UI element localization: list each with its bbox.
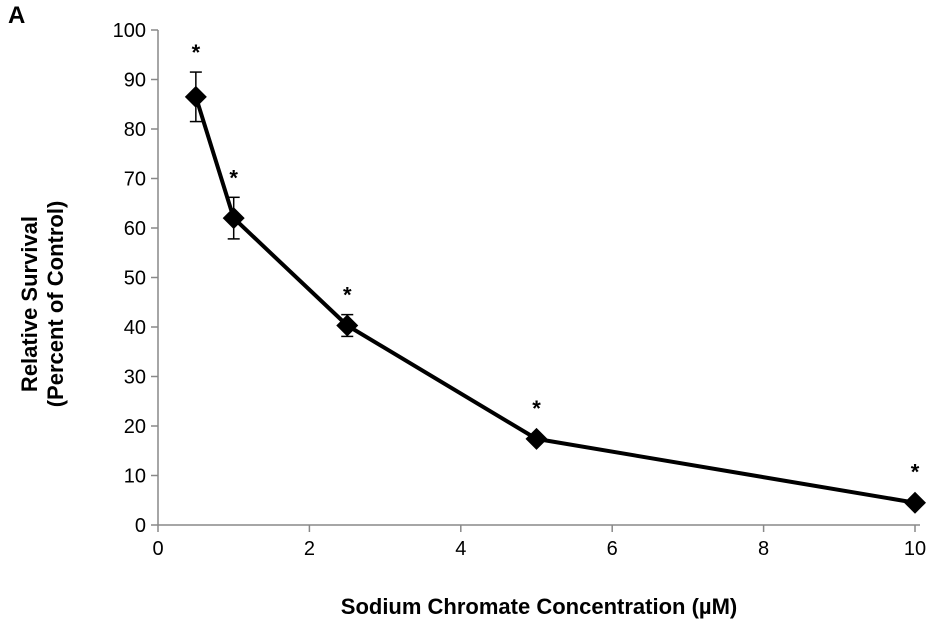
panel-label: A [8,2,26,29]
data-point-diamond [336,314,359,337]
y-axis-label-line-2: (Percent of Control) [43,200,68,408]
y-axis-label-line-1: Relative Survival [17,215,42,393]
y-tick-label: 30 [124,367,146,389]
y-axis-label: Relative Survival (Percent of Control) [17,201,69,408]
significance-star: * [192,40,201,65]
x-tick-label: 6 [607,538,618,560]
x-tick-label: 4 [455,538,466,560]
x-axis-ticks: 0 2 4 6 8 10 [152,525,926,560]
data-point-diamond [184,85,207,108]
y-tick-label: 60 [124,218,146,240]
significance-star: * [532,396,541,421]
y-tick-label: 0 [135,515,146,537]
y-tick-label: 20 [124,416,146,438]
data-point-diamond [525,427,548,450]
x-tick-label: 10 [904,538,926,560]
data-point-diamond [904,491,926,514]
y-axis-label-container: Relative Survival (Percent of Control) [8,84,78,524]
y-tick-label: 40 [124,317,146,339]
significance-annotations: * * * * * [192,40,920,485]
y-axis-ticks: 0 10 20 30 40 50 60 70 80 90 100 [113,20,158,537]
y-tick-label: 90 [124,70,146,92]
data-point-diamond [222,207,245,230]
x-tick-label: 8 [758,538,769,560]
data-markers [184,85,926,514]
significance-star: * [911,460,920,485]
significance-star: * [229,165,238,190]
y-tick-label: 50 [124,268,146,290]
x-axis-label: Sodium Chromate Concentration (µM) [340,594,738,619]
y-tick-label: 10 [124,466,146,488]
significance-star: * [343,283,352,308]
series-line [193,96,916,505]
y-tick-label: 100 [113,20,146,42]
x-tick-label: 0 [152,538,163,560]
x-tick-label: 2 [304,538,315,560]
y-tick-label: 80 [124,119,146,141]
y-tick-label: 70 [124,169,146,191]
